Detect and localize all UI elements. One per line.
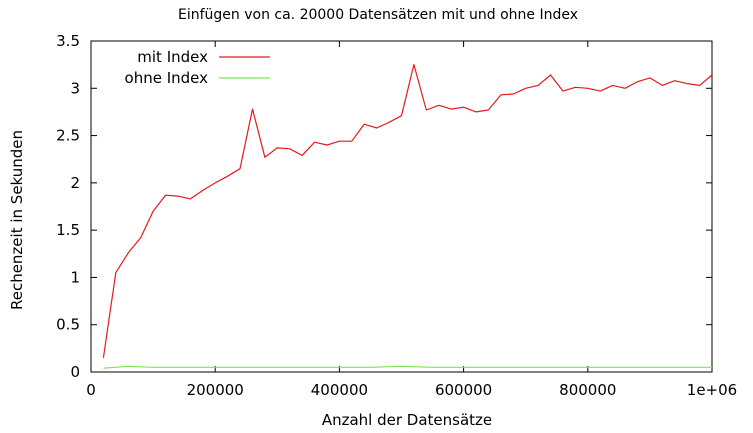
- x-tick-label: 200000: [187, 381, 244, 399]
- legend: mit Index ohne Index: [125, 48, 270, 87]
- x-tick-label: 400000: [311, 381, 368, 399]
- y-axis-label: Rechenzeit in Sekunden: [8, 130, 26, 310]
- y-tick-label: 1.5: [56, 221, 80, 239]
- x-tick-label: 800000: [559, 381, 616, 399]
- y-tick-label: 0: [70, 363, 80, 381]
- y-tick-label: 3.5: [56, 32, 80, 50]
- y-tick-label: 1: [70, 268, 80, 286]
- x-axis-label: Anzahl der Datensätze: [322, 411, 492, 429]
- x-tick-label: 0: [86, 381, 96, 399]
- legend-label-mit-index: mit Index: [137, 48, 208, 66]
- legend-label-ohne-index: ohne Index: [125, 69, 209, 87]
- axes: 0 0.5 1 1.5 2 2.5 3 3.5 0 200000 400000 600000 80000…: [56, 32, 737, 399]
- series-group: [102, 63, 713, 369]
- series-line-ohne-index: [103, 365, 712, 369]
- y-tick-label: 2: [70, 174, 80, 192]
- chart-title: Einfügen von ca. 20000 Datensätzen mit u…: [178, 7, 578, 23]
- series-line-mit-index: [102, 63, 713, 358]
- y-tick-label: 0.5: [56, 316, 80, 334]
- y-tick-label: 3: [70, 79, 80, 97]
- y-tick-label: 2.5: [56, 127, 80, 145]
- plot-frame: [90, 40, 713, 373]
- x-tick-label: 600000: [435, 381, 492, 399]
- x-tick-label: 1e+06: [687, 381, 737, 399]
